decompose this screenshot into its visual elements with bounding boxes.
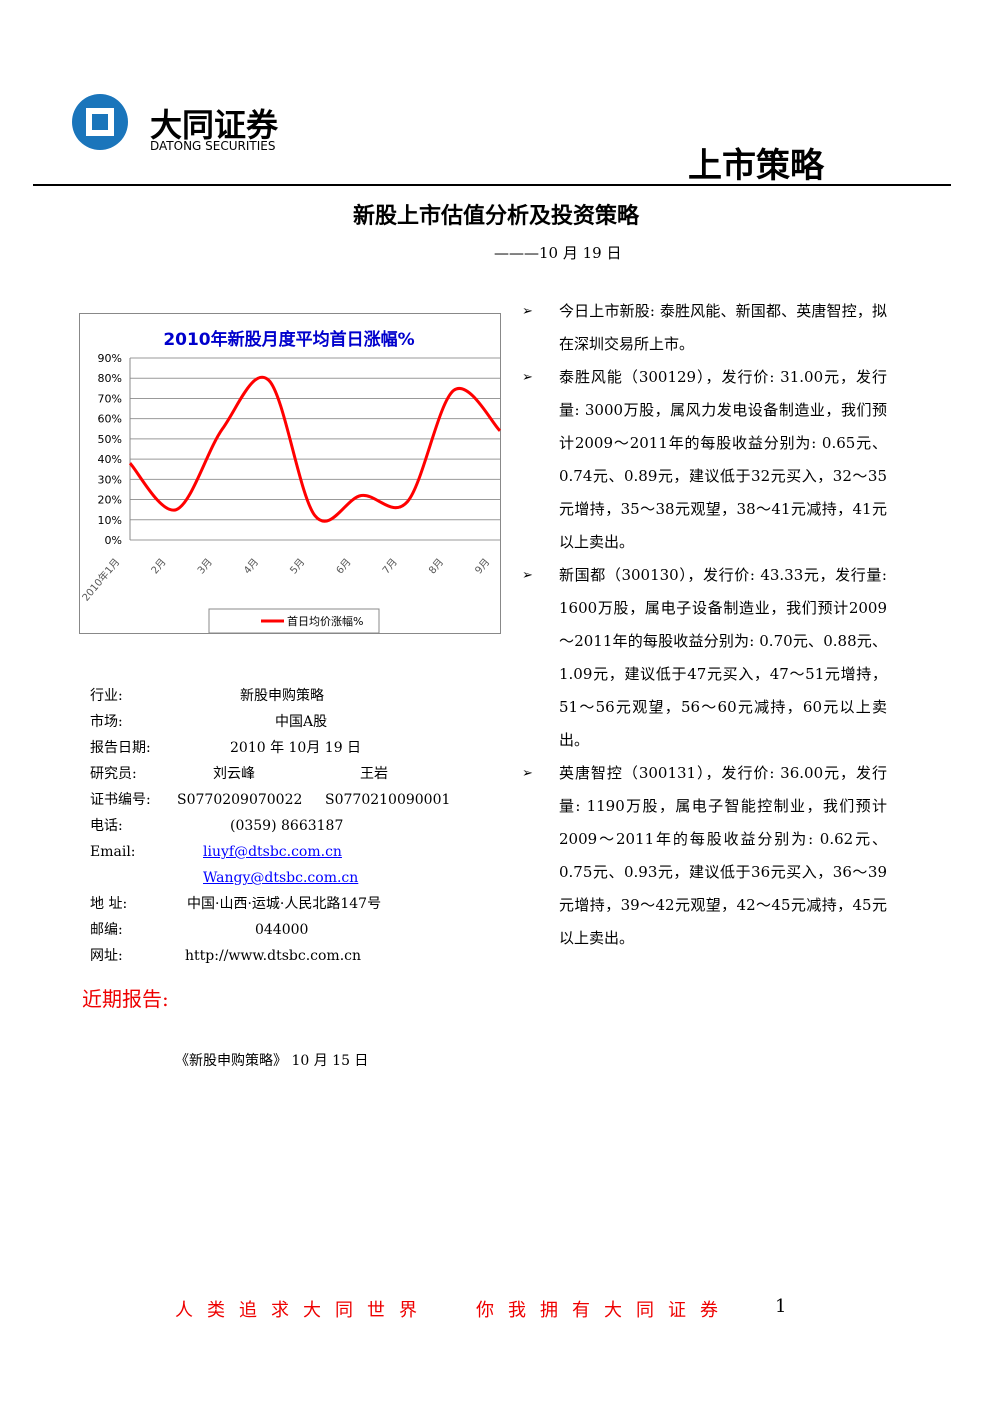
y-tick-label: 60%	[98, 413, 122, 426]
y-tick-label: 50%	[98, 433, 122, 446]
chart-title: 2010年新股月度平均首日涨幅%	[163, 329, 414, 350]
bullet: 泰胜风能（300129），发行价: 31.00元，发行量: 3000万股，属风力…	[522, 361, 887, 559]
info-label: 报告日期:	[90, 740, 151, 756]
info-value: S0770210090001	[325, 792, 451, 808]
info-label: 市场:	[90, 714, 123, 730]
info-value: 2010 年 10月 19 日	[230, 740, 362, 756]
title: 新股上市估值分析及投资策略	[352, 203, 639, 229]
y-tick-label: 20%	[98, 494, 122, 507]
recent-heading: 近期报告:	[82, 987, 169, 1011]
info-label: 行业:	[90, 688, 123, 704]
info-value: http://www.dtsbc.com.cn	[185, 948, 361, 964]
logo	[72, 94, 128, 150]
recent-list: 《新股申购策略》 10 月 15 日	[175, 1050, 368, 1070]
footer-left: 人类追求大同世界	[175, 1300, 431, 1321]
email-link[interactable]: Wangy@dtsbc.com.cn	[203, 870, 359, 886]
info-row: 报告日期: 2010 年 10月 19 日	[90, 735, 510, 761]
info-row: 行业: 新股申购策略	[90, 683, 510, 709]
bullet: 英唐智控（300131），发行价: 36.00元，发行量: 1190万股，属电子…	[522, 757, 887, 955]
info-value: 中国·山西·运城·人民北路147号	[187, 896, 382, 912]
info-label: 电话:	[90, 818, 123, 834]
info-value: 王岩	[360, 766, 388, 782]
y-tick-label: 10%	[98, 514, 122, 527]
y-tick-label: 80%	[98, 372, 122, 385]
section: 上市策略	[688, 146, 824, 186]
info-label: 地 址:	[90, 896, 128, 912]
y-tick-label: 70%	[98, 392, 122, 405]
footer-right: 你我拥有大同证券	[476, 1300, 732, 1321]
bullets: 今日上市新股: 泰胜风能、新国都、英唐智控，拟在深圳交易所上市。泰胜风能（300…	[522, 295, 887, 955]
info-label: 邮编:	[90, 922, 123, 938]
page-number: 1	[775, 1296, 787, 1317]
info-label: 证书编号:	[90, 792, 151, 808]
email-link[interactable]: liuyf@dtsbc.com.cn	[203, 844, 342, 860]
bullet: 今日上市新股: 泰胜风能、新国都、英唐智控，拟在深圳交易所上市。	[522, 295, 887, 361]
legend-box	[208, 608, 380, 634]
info-row: 电话: (0359) 8663187	[90, 813, 510, 839]
info-row: 邮编: 044000	[90, 917, 510, 943]
recent-item: 《新股申购策略》 10 月 15 日	[175, 1053, 369, 1069]
y-tick-label: 0%	[105, 534, 122, 547]
date: ———10 月 19 日	[494, 244, 622, 262]
info-row: Email: liuyf@dtsbc.com.cn Wangy@dtsbc.com.…	[90, 839, 510, 891]
info-label: Email:	[90, 844, 136, 860]
info-row: 市场: 中国A股	[90, 709, 510, 735]
bullet: 新国都（300130），发行价: 43.33元，发行量: 1600万股，属电子设…	[522, 559, 887, 757]
info-row: 网址: http://www.dtsbc.com.cn	[90, 943, 510, 969]
info-value: 新股申购策略	[240, 688, 324, 704]
y-tick-label: 30%	[98, 473, 122, 486]
chart-frame	[79, 313, 501, 634]
legend-label: 首日均价涨幅%	[287, 614, 363, 628]
chart: 2010年新股月度平均首日涨幅% 0% 10% 20% 30% 40% 50% 60% 70%…	[79, 313, 501, 634]
info-value: 044000	[255, 922, 309, 938]
series-line	[128, 376, 501, 523]
info-row: 证书编号: S0770209070022 S0770210090001	[90, 787, 510, 813]
info-row: 研究员: 刘云峰 王岩	[90, 761, 510, 787]
info-value: S0770209070022	[177, 792, 303, 808]
info: 行业: 新股申购策略市场: 中国A股报告日期: 2010 年 10月 19 日研究员:…	[90, 683, 510, 969]
company: 大同证券	[150, 106, 279, 144]
info-row: 地 址: 中国·山西·运城·人民北路147号	[90, 891, 510, 917]
info-value: (0359) 8663187	[230, 818, 344, 834]
info-value: 中国A股	[275, 714, 328, 730]
rule	[33, 184, 951, 186]
info-value: 刘云峰	[213, 766, 255, 782]
y-tick-label: 40%	[98, 453, 122, 466]
info-label: 研究员:	[90, 766, 137, 782]
y-tick-label: 90%	[98, 352, 122, 365]
company-en: DATONG SECURITIES	[150, 139, 276, 153]
info-label: 网址:	[90, 948, 123, 964]
